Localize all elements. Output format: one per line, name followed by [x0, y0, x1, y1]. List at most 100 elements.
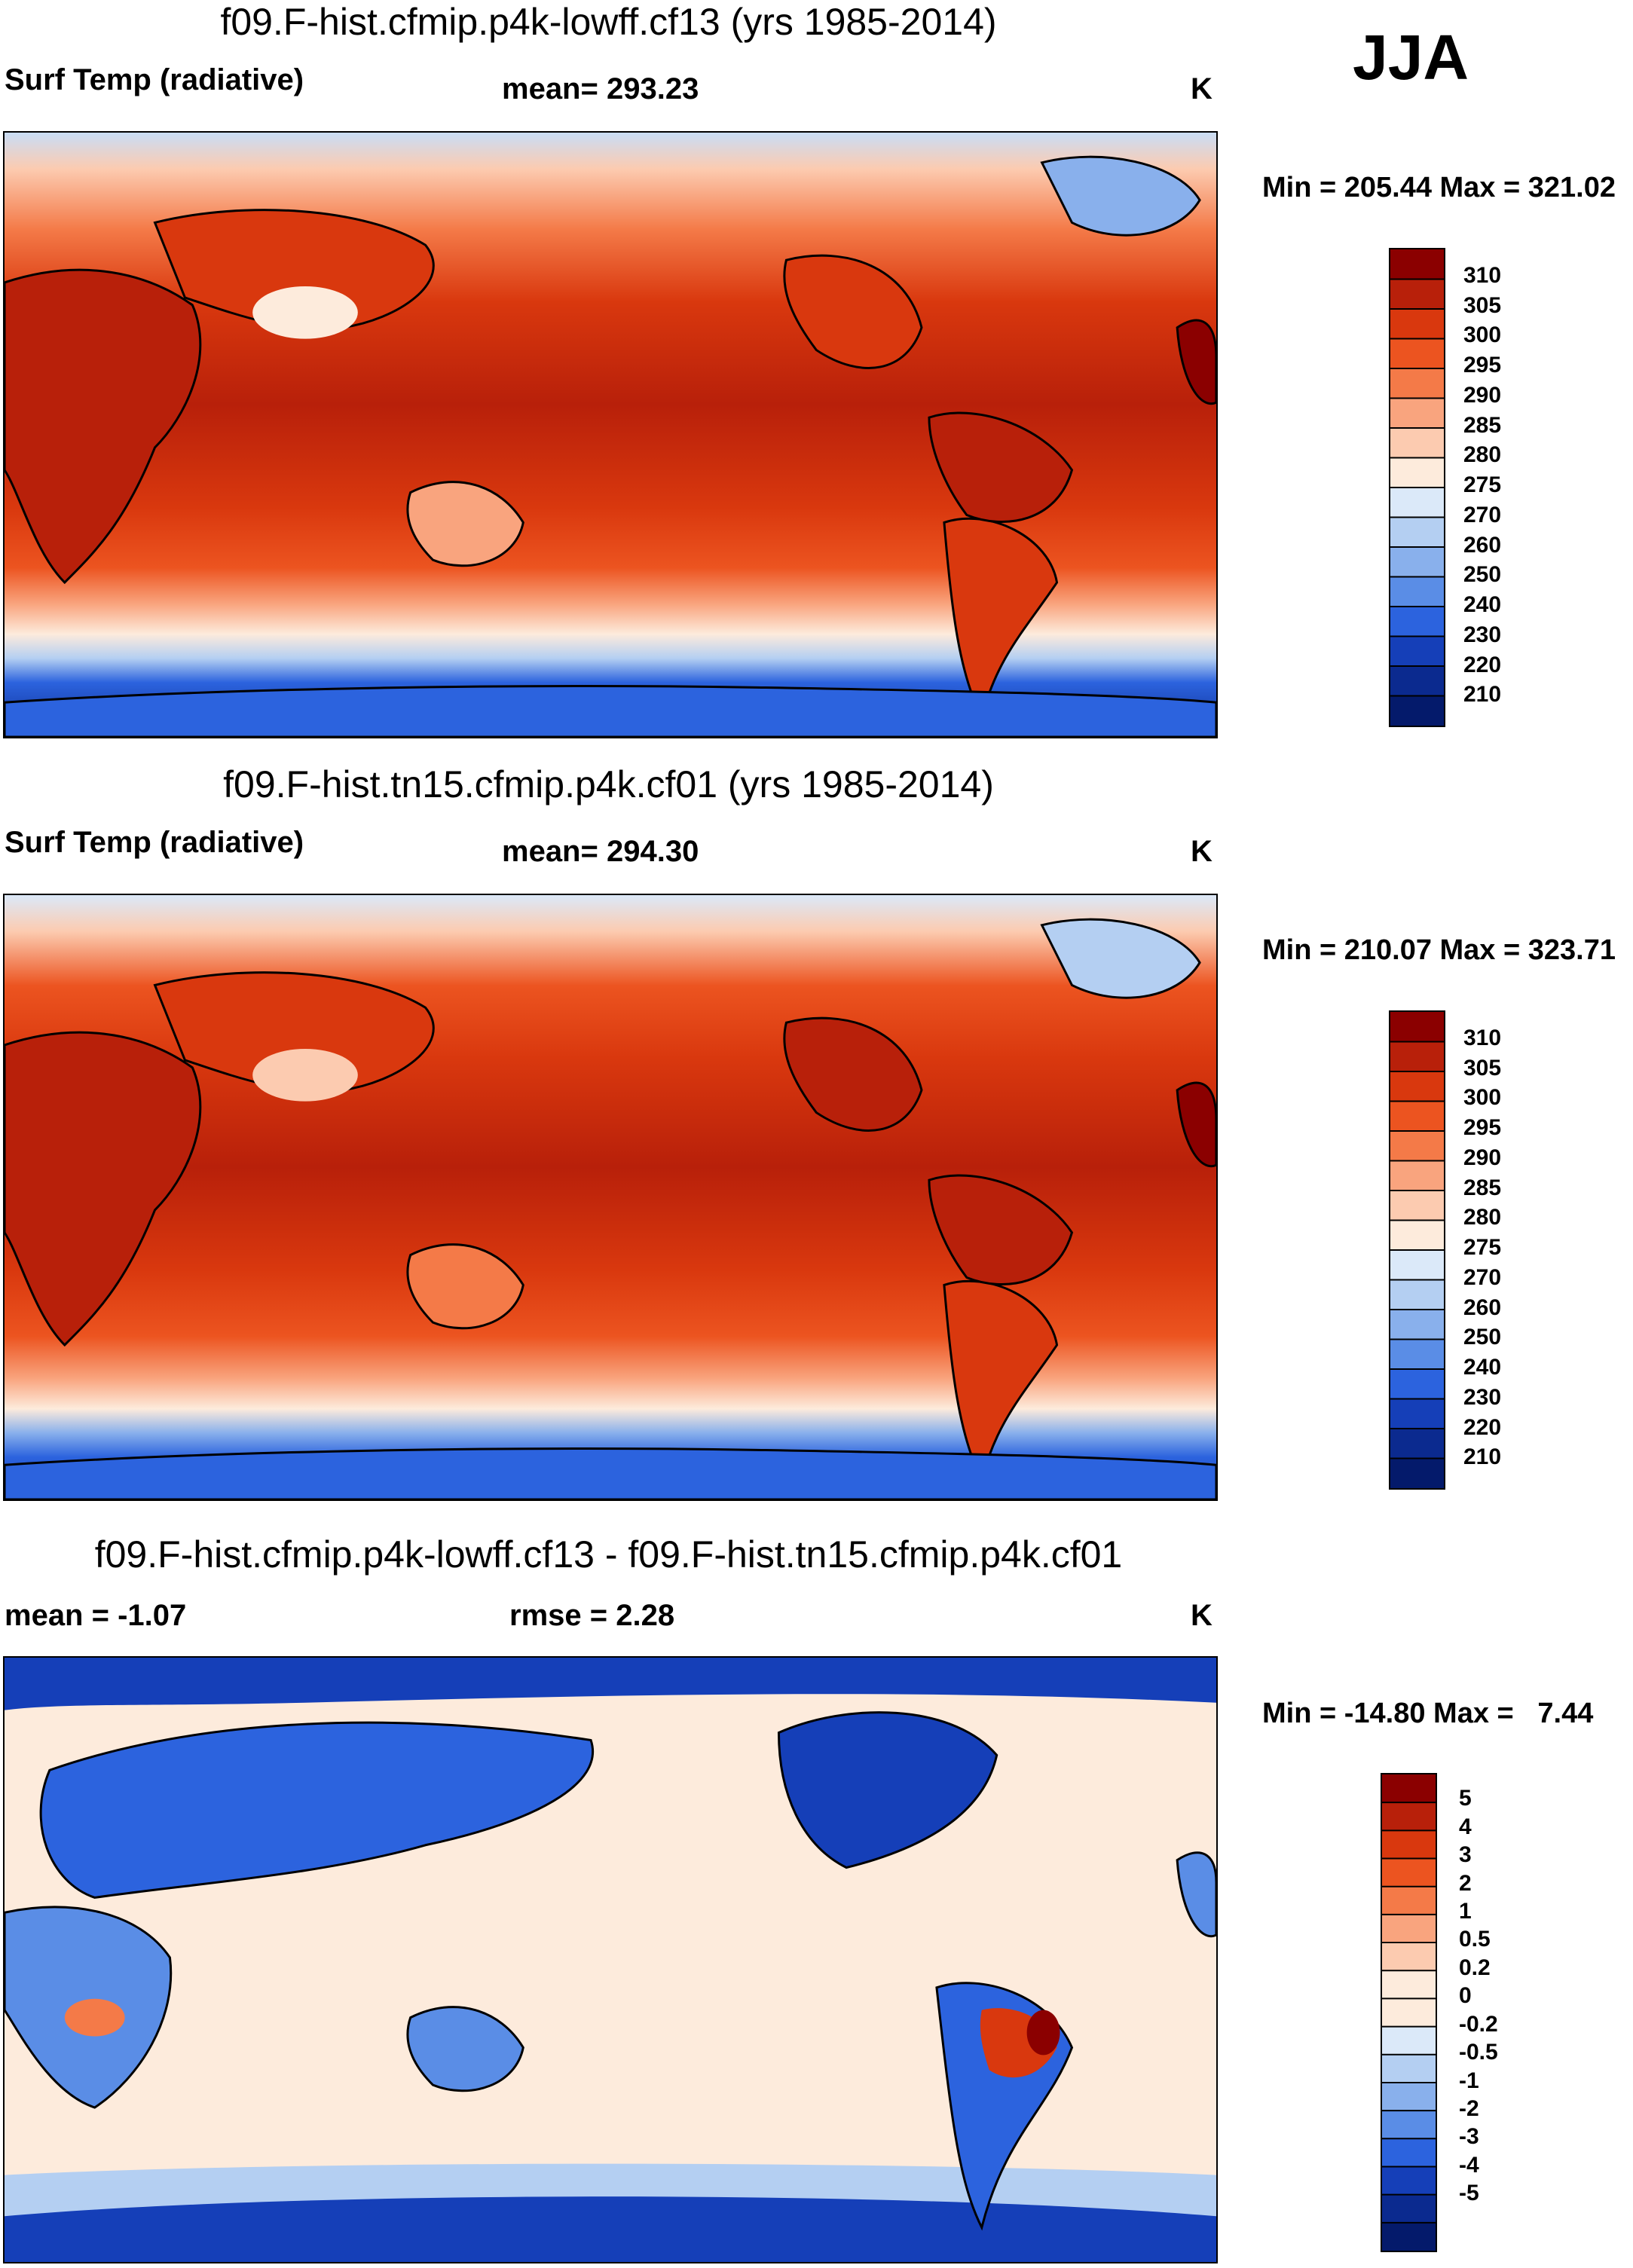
- colorbar-3-segment-14: [1382, 2166, 1436, 2196]
- colorbar-2-segment-9: [1390, 1279, 1444, 1310]
- colorbar-3-segment-3: [1382, 1858, 1436, 1887]
- colorbar-3-segment-16: [1382, 2222, 1436, 2251]
- panel-2-colorbar-svg: [1390, 1012, 1444, 1488]
- colorbar-2-segment-10: [1390, 1310, 1444, 1340]
- colorbar-1-tick-label: 220: [1463, 652, 1502, 677]
- colorbar-3-segment-2: [1382, 1830, 1436, 1860]
- panel-1-map-svg: [5, 133, 1216, 737]
- panel-3-colorbar: [1381, 1773, 1437, 2252]
- colorbar-3-segment-11: [1382, 2082, 1436, 2111]
- colorbar-3-tick-label: -1: [1459, 2068, 1479, 2093]
- colorbar-3-tick-label: -0.5: [1459, 2040, 1498, 2065]
- colorbar-3-tick-label: -4: [1459, 2152, 1479, 2178]
- colorbar-3-segment-0: [1382, 1774, 1436, 1803]
- colorbar-3-tick-label: 3: [1459, 1842, 1472, 1868]
- colorbar-2-segment-2: [1390, 1071, 1444, 1102]
- colorbar-1-segment-8: [1390, 488, 1444, 518]
- season-label: JJA: [1353, 22, 1469, 93]
- colorbar-1-tick-label: 210: [1463, 682, 1502, 708]
- panel-1-units: K: [1191, 72, 1213, 105]
- panel-1-mean: mean= 293.23: [502, 72, 699, 105]
- panel-1-colorbar-svg: [1390, 249, 1444, 726]
- colorbar-1-tick-label: 230: [1463, 622, 1502, 647]
- colorbar-3-tick-label: 4: [1459, 1814, 1472, 1839]
- colorbar-2-tick-label: 210: [1463, 1444, 1502, 1470]
- colorbar-3-tick-label: 0: [1459, 1983, 1472, 2009]
- colorbar-1-segment-14: [1390, 666, 1444, 696]
- panel-2-units: K: [1191, 835, 1213, 868]
- colorbar-2-tick-label: 290: [1463, 1145, 1502, 1170]
- colorbar-3-segment-1: [1382, 1802, 1436, 1831]
- panel-1-minmax: Min = 205.44 Max = 321.02: [1262, 172, 1616, 203]
- panel-2-title: f09.F-hist.tn15.cfmip.p4k.cf01 (yrs 1985…: [223, 763, 994, 805]
- colorbar-2-tick-label: 275: [1463, 1235, 1502, 1260]
- colorbar-2-segment-14: [1390, 1429, 1444, 1459]
- colorbar-2-tick-label: 240: [1463, 1355, 1502, 1380]
- colorbar-2-segment-8: [1390, 1250, 1444, 1280]
- colorbar-3-tick-label: 2: [1459, 1870, 1472, 1896]
- panel-1-title: f09.F-hist.cfmip.p4k-lowff.cf13 (yrs 198…: [220, 1, 997, 43]
- panel-2-variable: Surf Temp (radiative): [5, 826, 304, 859]
- colorbar-1-tick-label: 295: [1463, 353, 1502, 377]
- colorbar-1-segment-5: [1390, 398, 1444, 429]
- colorbar-1-segment-7: [1390, 457, 1444, 488]
- colorbar-3-tick-label: 0.5: [1459, 1927, 1491, 1952]
- colorbar-1-segment-15: [1390, 695, 1444, 726]
- colorbar-3-tick-label: -0.2: [1459, 2011, 1498, 2037]
- colorbar-2-tick-label: 250: [1463, 1325, 1502, 1350]
- panel-3-units: K: [1191, 1599, 1213, 1632]
- panel-2-minmax: Min = 210.07 Max = 323.71: [1262, 934, 1616, 966]
- colorbar-2-tick-label: 260: [1463, 1294, 1502, 1320]
- colorbar-1-tick-label: 285: [1463, 412, 1502, 438]
- colorbar-3-segment-6: [1382, 1942, 1436, 1971]
- colorbar-2-tick-label: 285: [1463, 1175, 1502, 1200]
- panel-3-title: f09.F-hist.cfmip.p4k-lowff.cf13 - f09.F-…: [94, 1533, 1123, 1576]
- colorbar-1-tick-label: 260: [1463, 532, 1502, 558]
- colorbar-2-tick-label: 230: [1463, 1384, 1502, 1410]
- colorbar-1-tick-label: 310: [1463, 262, 1502, 288]
- colorbar-2-tick-label: 295: [1463, 1115, 1502, 1140]
- colorbar-1-segment-4: [1390, 368, 1444, 399]
- colorbar-1-segment-0: [1390, 249, 1444, 280]
- colorbar-2-tick-label: 280: [1463, 1205, 1502, 1230]
- colorbar-1-tick-label: 270: [1463, 502, 1502, 527]
- colorbar-1-segment-9: [1390, 517, 1444, 548]
- colorbar-3-tick-label: 0.2: [1459, 1955, 1491, 1980]
- panel-1-colorbar: [1389, 248, 1445, 727]
- colorbar-1-tick-label: 250: [1463, 562, 1502, 588]
- colorbar-2-segment-0: [1390, 1012, 1444, 1042]
- colorbar-3-segment-8: [1382, 1998, 1436, 2028]
- panel-3-minmax: Min = -14.80 Max = 7.44: [1262, 1698, 1594, 1729]
- colorbar-2-segment-11: [1390, 1339, 1444, 1370]
- colorbar-1-segment-2: [1390, 309, 1444, 339]
- colorbar-3-segment-12: [1382, 2111, 1436, 2139]
- colorbar-2-segment-3: [1390, 1101, 1444, 1132]
- colorbar-3-segment-9: [1382, 2026, 1436, 2056]
- colorbar-3-segment-7: [1382, 1970, 1436, 1999]
- panel-3-map-svg: [5, 1658, 1216, 2262]
- colorbar-1-segment-13: [1390, 636, 1444, 667]
- colorbar-2-tick-label: 220: [1463, 1414, 1502, 1440]
- colorbar-3-tick-label: 5: [1459, 1786, 1472, 1811]
- panel-2-mean: mean= 294.30: [502, 835, 699, 868]
- colorbar-1-segment-3: [1390, 338, 1444, 369]
- colorbar-3-tick-label: -5: [1459, 2181, 1479, 2206]
- colorbar-3-tick-label: -3: [1459, 2124, 1479, 2150]
- colorbar-1-tick-label: 290: [1463, 382, 1502, 408]
- panel-2-colorbar: [1389, 1010, 1445, 1490]
- colorbar-3-tick-label: 1: [1459, 1899, 1472, 1924]
- panel-3-mean: mean = -1.07: [5, 1599, 187, 1632]
- colorbar-2-segment-12: [1390, 1369, 1444, 1399]
- panel-3-rmse: rmse = 2.28: [509, 1599, 675, 1632]
- colorbar-2-tick-label: 270: [1463, 1264, 1502, 1290]
- colorbar-1-segment-11: [1390, 576, 1444, 607]
- colorbar-2-segment-15: [1390, 1458, 1444, 1488]
- colorbar-1-tick-label: 305: [1463, 292, 1502, 318]
- colorbar-3-segment-5: [1382, 1914, 1436, 1943]
- colorbar-2-segment-13: [1390, 1398, 1444, 1429]
- colorbar-3-segment-15: [1382, 2194, 1436, 2224]
- panel-2-map-svg: [5, 895, 1216, 1499]
- panel-1-variable: Surf Temp (radiative): [5, 63, 304, 96]
- colorbar-2-segment-7: [1390, 1220, 1444, 1251]
- colorbar-2-segment-6: [1390, 1191, 1444, 1221]
